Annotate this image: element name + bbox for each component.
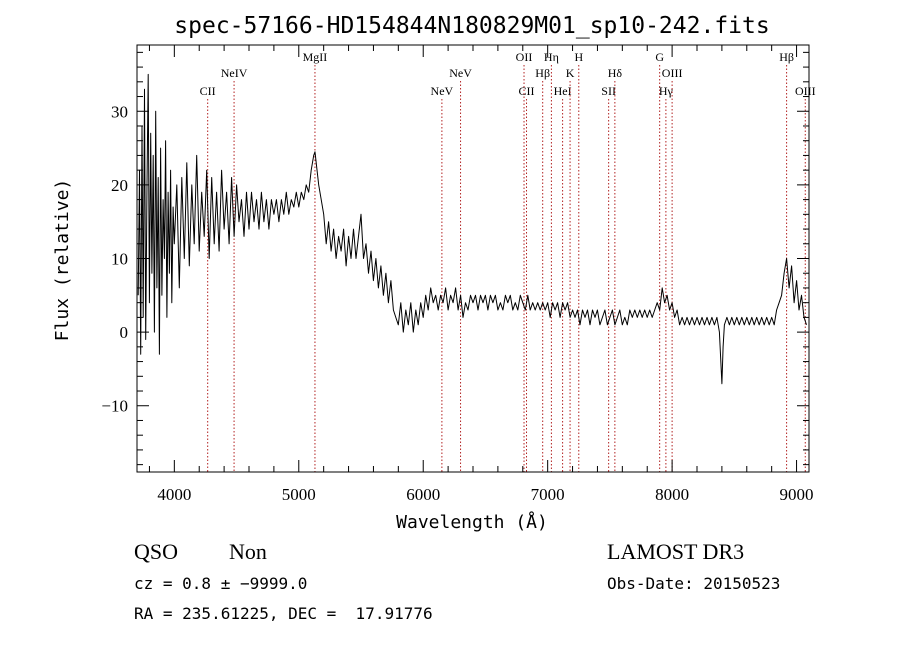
y-tick-label: 10 (111, 250, 128, 269)
line-marker-label: SII (601, 84, 616, 98)
line-marker-label: CII (200, 84, 216, 98)
line-marker-label: Hη (544, 50, 559, 64)
x-tick-label: 6000 (406, 485, 440, 504)
spectrum-line (137, 73, 807, 385)
y-axis-ticks: −10 0 10 20 30 (101, 51, 809, 466)
line-marker-label: Hγ (659, 84, 674, 98)
x-tick-label: 7000 (531, 485, 565, 504)
x-tick-label: 8000 (655, 485, 689, 504)
line-marker-label: HeI (554, 84, 572, 98)
line-marker-label: OII (516, 50, 533, 64)
line-marker-label: K (566, 66, 575, 80)
line-marker-label: Hβ (535, 66, 550, 80)
object-subclass: Non (229, 539, 267, 564)
line-marker-label: OIII (662, 66, 683, 80)
line-marker-label: MgII (303, 50, 328, 64)
line-marker-label: NeV (449, 66, 472, 80)
y-tick-label: −10 (101, 397, 128, 416)
x-axis-ticks: 4000 5000 6000 7000 8000 9000 (148, 45, 814, 504)
obs-date: Obs-Date: 20150523 (607, 574, 780, 593)
line-marker-label: G (655, 50, 664, 64)
chart-title: spec-57166-HD154844N180829M01_sp10-242.f… (174, 13, 769, 39)
coordinates-readout: RA = 235.61225, DEC = 17.91776 (134, 604, 433, 623)
y-tick-label: 30 (111, 102, 128, 121)
plot-frame (136, 44, 810, 473)
line-markers: CIINeIVMgIINeVNeVOIICIIHβHηHeIKHSIIHδGHγ… (200, 50, 816, 472)
y-axis-label: Flux (relative) (52, 179, 73, 342)
y-tick-label: 20 (111, 176, 128, 195)
redshift-readout: cz = 0.8 ± −9999.0 (134, 574, 307, 593)
line-marker-label: Hδ (608, 66, 623, 80)
y-tick-label: 0 (120, 323, 129, 342)
x-axis-label: Wavelength (Å) (396, 511, 548, 533)
line-marker-label: H (574, 50, 583, 64)
x-tick-label: 5000 (282, 485, 316, 504)
line-marker-label: NeIV (221, 66, 248, 80)
line-marker-label: NeV (431, 84, 454, 98)
line-marker-label: CII (519, 84, 535, 98)
line-marker-label: OIII (795, 84, 816, 98)
line-marker-label: Hβ (779, 50, 794, 64)
x-tick-label: 9000 (780, 485, 814, 504)
x-tick-label: 4000 (157, 485, 191, 504)
object-class: QSO (134, 539, 178, 564)
survey-name: LAMOST DR3 (607, 539, 744, 564)
